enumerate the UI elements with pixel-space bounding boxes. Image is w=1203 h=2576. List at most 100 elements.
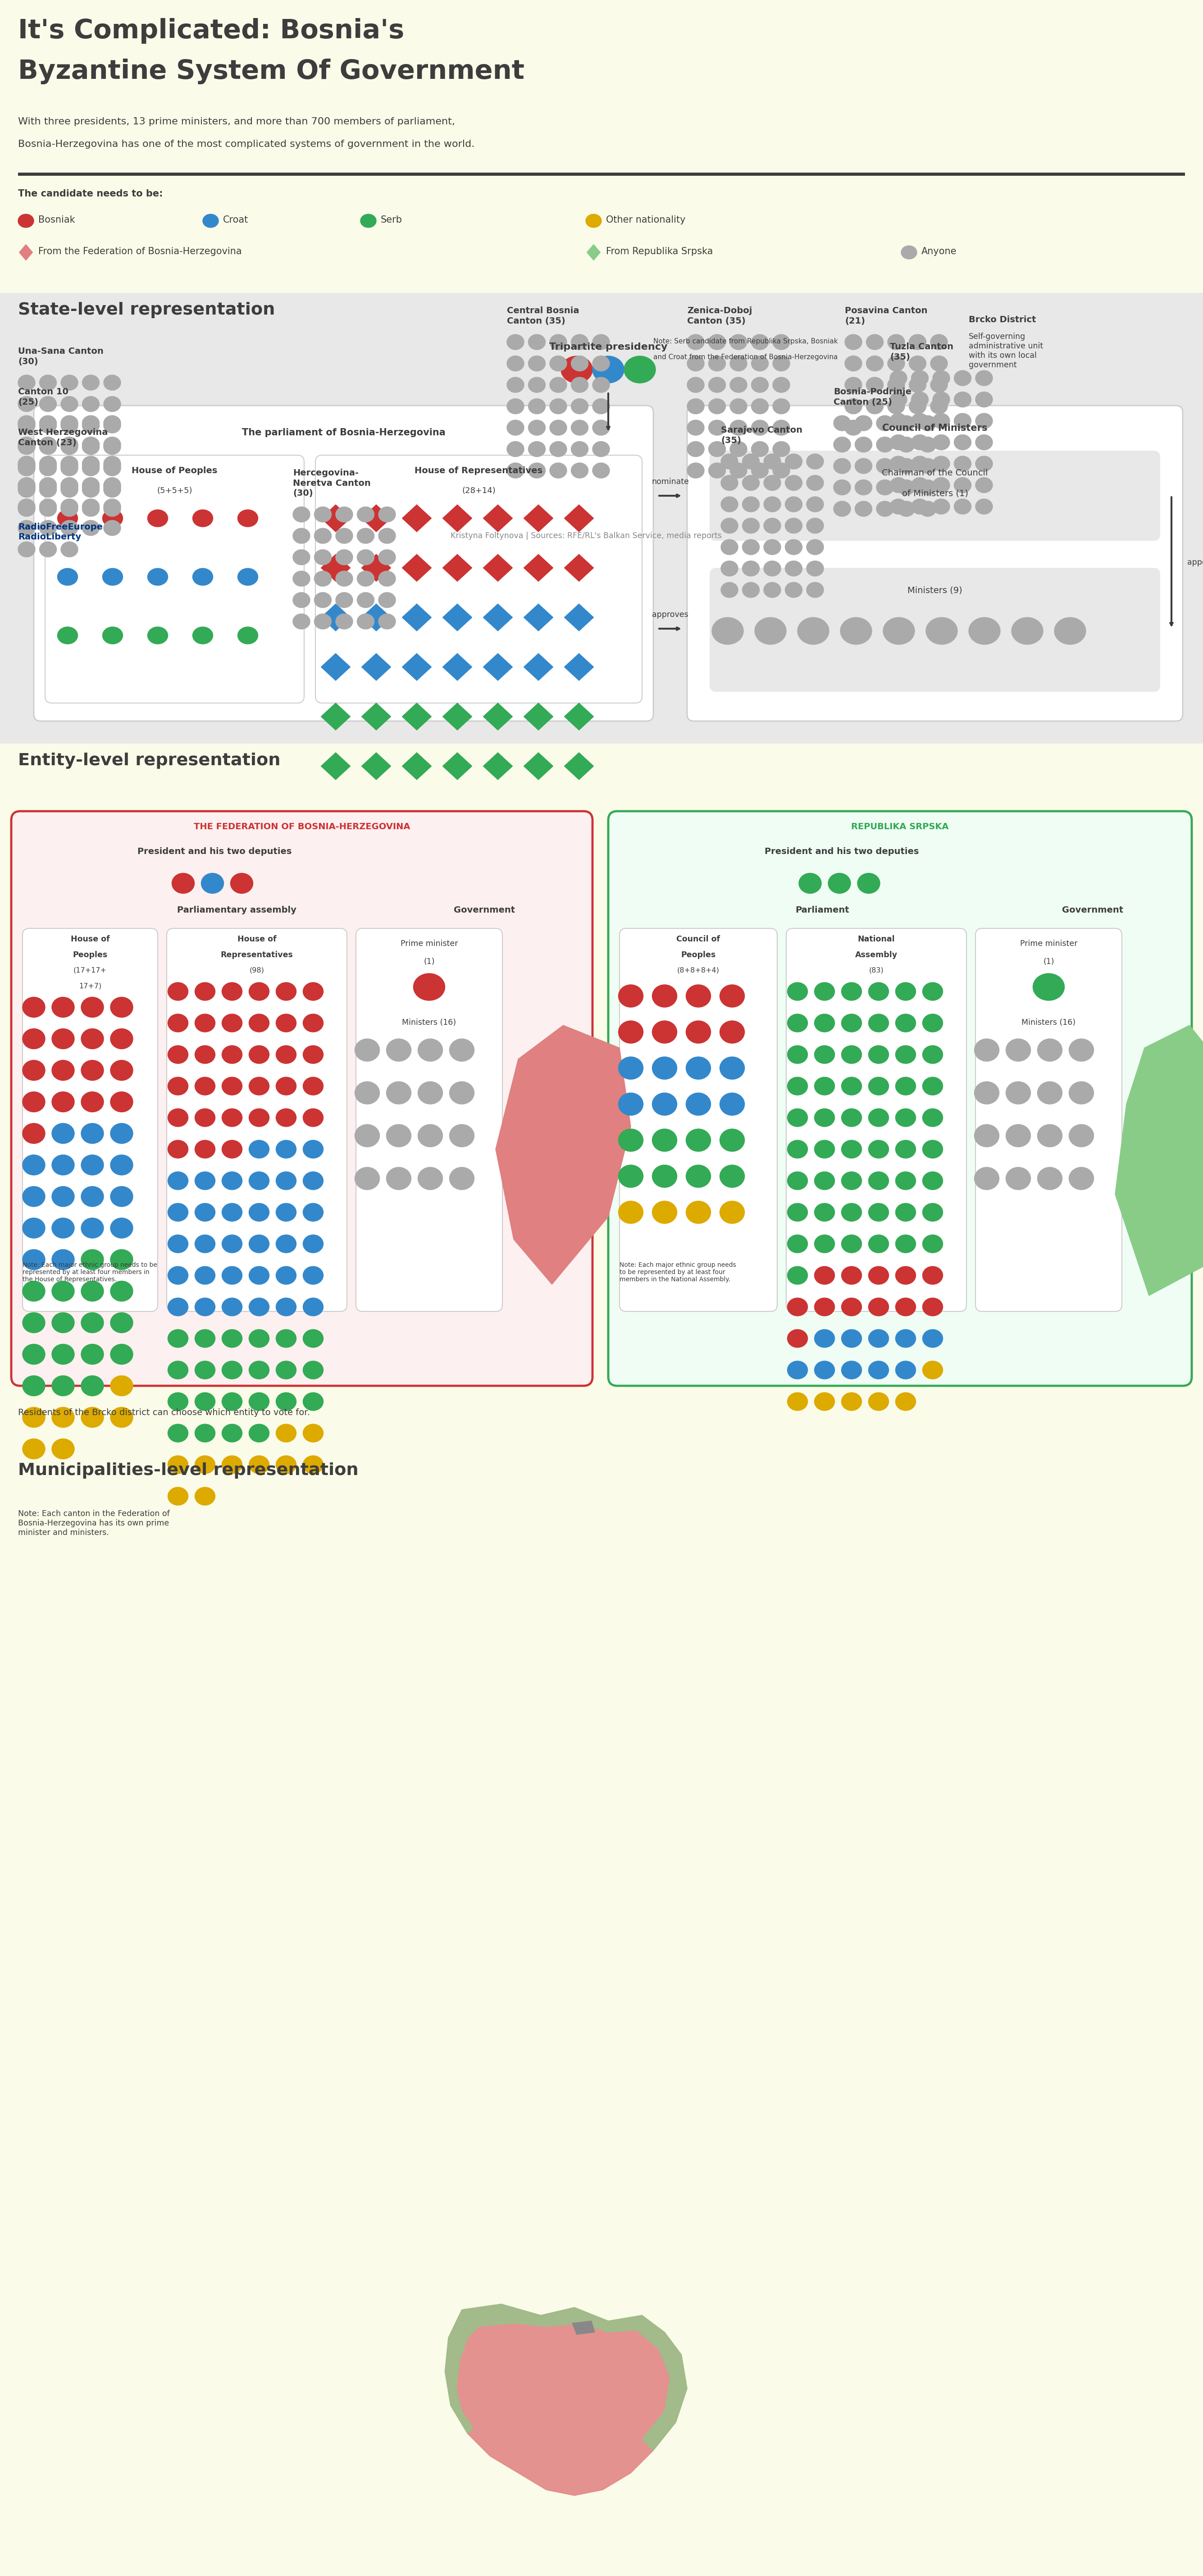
Ellipse shape — [111, 1376, 132, 1396]
Ellipse shape — [593, 355, 624, 384]
Text: Council of Ministers: Council of Ministers — [882, 422, 988, 433]
Ellipse shape — [203, 214, 219, 227]
Ellipse shape — [919, 459, 936, 474]
Ellipse shape — [102, 510, 123, 528]
Ellipse shape — [195, 1172, 215, 1190]
Ellipse shape — [103, 482, 120, 497]
Ellipse shape — [709, 420, 725, 435]
Ellipse shape — [1054, 618, 1086, 644]
Ellipse shape — [379, 613, 396, 629]
Text: (35): (35) — [890, 353, 911, 361]
Ellipse shape — [571, 376, 588, 392]
Text: Canton (35): Canton (35) — [506, 317, 565, 325]
Ellipse shape — [238, 510, 257, 528]
Polygon shape — [484, 703, 512, 729]
Ellipse shape — [909, 355, 926, 371]
Ellipse shape — [814, 1015, 835, 1033]
Text: President and his two deputies: President and his two deputies — [137, 848, 292, 855]
Ellipse shape — [58, 569, 78, 585]
Ellipse shape — [954, 435, 971, 451]
Ellipse shape — [238, 626, 257, 644]
Ellipse shape — [528, 376, 545, 392]
Ellipse shape — [841, 1329, 861, 1347]
Ellipse shape — [919, 502, 936, 515]
Ellipse shape — [111, 1314, 132, 1332]
Ellipse shape — [624, 355, 656, 384]
Text: Canton 10: Canton 10 — [18, 386, 69, 397]
Ellipse shape — [930, 355, 948, 371]
Ellipse shape — [386, 1038, 411, 1061]
Ellipse shape — [911, 371, 929, 386]
Ellipse shape — [168, 1298, 188, 1316]
Text: Note: Each canton in the Federation of
Bosnia-Herzegovina has its own prime
mini: Note: Each canton in the Federation of B… — [18, 1510, 170, 1538]
Ellipse shape — [221, 1108, 242, 1126]
Ellipse shape — [386, 1123, 411, 1146]
Ellipse shape — [148, 626, 168, 644]
Text: Note: Each major ethnic group needs to be
represented by at least four members i: Note: Each major ethnic group needs to b… — [23, 1262, 158, 1283]
Ellipse shape — [82, 459, 100, 474]
Ellipse shape — [221, 1298, 242, 1316]
Ellipse shape — [687, 376, 704, 392]
Ellipse shape — [103, 438, 120, 453]
Ellipse shape — [895, 1234, 915, 1252]
Ellipse shape — [18, 417, 35, 433]
Ellipse shape — [40, 376, 57, 392]
Ellipse shape — [249, 1394, 269, 1412]
Text: State-level representation: State-level representation — [18, 301, 275, 319]
Text: Entity-level representation: Entity-level representation — [18, 752, 280, 768]
Ellipse shape — [721, 474, 737, 489]
Ellipse shape — [528, 440, 545, 456]
Text: approves: approves — [652, 611, 688, 618]
Ellipse shape — [932, 392, 950, 407]
Polygon shape — [362, 752, 391, 781]
Ellipse shape — [814, 1267, 835, 1285]
Ellipse shape — [876, 459, 894, 474]
Ellipse shape — [506, 464, 525, 479]
Ellipse shape — [52, 1314, 75, 1332]
Ellipse shape — [103, 417, 120, 433]
Ellipse shape — [336, 592, 352, 608]
FancyBboxPatch shape — [687, 404, 1183, 721]
Ellipse shape — [52, 1345, 75, 1365]
Ellipse shape — [61, 479, 78, 495]
Text: (8+8+8+4): (8+8+8+4) — [677, 966, 719, 974]
Text: Parliament: Parliament — [795, 907, 849, 914]
Ellipse shape — [82, 479, 100, 495]
Ellipse shape — [357, 549, 374, 564]
Polygon shape — [445, 2303, 687, 2496]
Ellipse shape — [752, 440, 769, 456]
Ellipse shape — [869, 1329, 889, 1347]
Ellipse shape — [417, 1038, 443, 1061]
Polygon shape — [443, 703, 472, 729]
Ellipse shape — [876, 502, 894, 515]
Ellipse shape — [593, 464, 610, 479]
Ellipse shape — [730, 420, 747, 435]
Ellipse shape — [687, 355, 704, 371]
Ellipse shape — [772, 420, 790, 435]
Ellipse shape — [195, 1486, 215, 1504]
Text: THE FEDERATION OF BOSNIA-HERZEGOVINA: THE FEDERATION OF BOSNIA-HERZEGOVINA — [194, 822, 410, 832]
Text: Ministers (16): Ministers (16) — [1021, 1018, 1075, 1028]
Ellipse shape — [275, 981, 296, 999]
Ellipse shape — [686, 1200, 711, 1224]
Ellipse shape — [249, 1329, 269, 1347]
Ellipse shape — [40, 456, 57, 471]
Ellipse shape — [314, 528, 331, 544]
Ellipse shape — [932, 477, 950, 492]
Ellipse shape — [932, 435, 950, 451]
Text: Chairman of the Council: Chairman of the Council — [882, 469, 988, 477]
Ellipse shape — [618, 1128, 644, 1151]
Ellipse shape — [687, 464, 704, 479]
Ellipse shape — [18, 415, 35, 430]
Ellipse shape — [221, 1141, 242, 1159]
Ellipse shape — [103, 397, 120, 412]
Ellipse shape — [1069, 1038, 1094, 1061]
Ellipse shape — [40, 438, 57, 453]
Ellipse shape — [752, 335, 769, 350]
Ellipse shape — [18, 500, 35, 515]
Ellipse shape — [249, 1077, 269, 1095]
Ellipse shape — [1069, 1167, 1094, 1190]
Text: House of Representatives: House of Representatives — [415, 466, 543, 474]
Text: Byzantine System Of Government: Byzantine System Of Government — [18, 59, 525, 85]
Ellipse shape — [103, 502, 120, 515]
